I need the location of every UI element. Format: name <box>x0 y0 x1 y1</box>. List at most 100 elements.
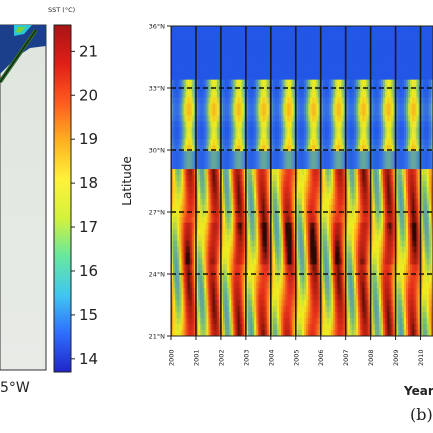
heatmap-cell <box>241 73 245 81</box>
heatmap-cell <box>227 67 230 75</box>
heatmap-cell <box>410 61 413 69</box>
heatmap-cell <box>198 216 201 224</box>
heatmap-cell <box>266 222 270 230</box>
heatmap-cell <box>308 210 311 218</box>
heatmap-cell <box>374 240 378 248</box>
heatmap-cell <box>235 234 239 242</box>
heatmap-cell <box>426 163 430 170</box>
heatmap-cell <box>381 79 384 87</box>
heatmap-cell <box>208 145 212 152</box>
heatmap-cell <box>245 43 249 51</box>
heatmap-cell <box>430 139 433 146</box>
heatmap-cell <box>175 133 178 140</box>
heatmap-cell <box>266 133 270 140</box>
heatmap-cell <box>175 97 178 105</box>
heatmap-cell <box>372 210 376 218</box>
heatmap-cell <box>206 258 210 266</box>
heatmap-cell <box>200 163 203 170</box>
heatmap-cell <box>304 198 307 206</box>
heatmap-cell <box>245 115 249 122</box>
heatmap-cell <box>304 121 307 128</box>
heatmap-cell <box>173 43 176 51</box>
heatmap-cell <box>358 121 361 128</box>
heatmap-cell <box>277 181 280 188</box>
heatmap-cell <box>420 222 424 230</box>
heatmap-cell <box>403 139 407 146</box>
heatmap-cell <box>247 97 251 105</box>
heatmap-cell <box>231 204 234 212</box>
heatmap-cell <box>175 157 178 164</box>
heatmap-cell <box>364 85 368 93</box>
heatmap-cell <box>264 73 268 81</box>
heatmap-cell <box>250 55 253 63</box>
heatmap-cell <box>405 240 409 248</box>
heatmap-cell <box>208 234 212 242</box>
heatmap-cell <box>412 186 415 194</box>
heatmap-cell <box>322 192 326 200</box>
heatmap-cell <box>264 145 268 152</box>
heatmap-cell <box>279 61 282 69</box>
heatmap-cell <box>285 49 289 57</box>
heatmap-cell <box>208 133 212 140</box>
heatmap-cell <box>231 169 234 176</box>
heatmap-cell <box>185 163 189 170</box>
heatmap-cell <box>179 204 182 212</box>
heatmap-cell <box>187 103 191 111</box>
heatmap-cell <box>216 43 220 51</box>
heatmap-cell <box>302 198 305 206</box>
heatmap-cell <box>202 109 205 117</box>
heatmap-cell <box>179 85 182 93</box>
heatmap-cell <box>304 37 307 45</box>
heatmap-cell <box>183 210 187 218</box>
heatmap-cell <box>399 109 403 117</box>
heatmap-cell <box>297 252 301 260</box>
heatmap-cell <box>185 258 189 266</box>
heatmap-cell <box>279 97 282 105</box>
heatmap-cell <box>405 252 409 260</box>
heatmap-cell <box>401 85 405 93</box>
heatmap-cell <box>281 240 284 248</box>
heatmap-cell <box>254 79 257 87</box>
heatmap-cell <box>362 157 365 164</box>
heatmap-cell <box>237 252 241 260</box>
heatmap-cell <box>304 85 307 93</box>
heatmap-cell <box>414 67 417 75</box>
heatmap-cell <box>220 216 224 224</box>
heatmap-cell <box>183 121 187 128</box>
heatmap-cell <box>314 186 318 194</box>
heatmap-cell <box>283 127 286 134</box>
heatmap-cell <box>281 55 284 63</box>
heatmap-cell <box>366 234 370 242</box>
heatmap-cell <box>360 67 363 75</box>
heatmap-cell <box>247 222 251 230</box>
heatmap-cell <box>405 181 409 188</box>
heatmap-cell <box>376 61 380 69</box>
heatmap-cell <box>212 192 216 200</box>
heatmap-cell <box>383 127 386 134</box>
heatmap-cell <box>387 163 390 170</box>
heatmap-cell <box>285 252 289 260</box>
heatmap-cell <box>179 109 182 117</box>
heatmap-cell <box>279 31 282 39</box>
heatmap-cell <box>214 91 218 99</box>
heatmap-cell <box>345 169 349 176</box>
heatmap-cell <box>333 216 336 224</box>
heatmap-cell <box>258 43 262 51</box>
heatmap-cell <box>333 97 336 105</box>
heatmap-cell <box>403 79 407 87</box>
heatmap-cell <box>212 121 216 128</box>
heatmap-cell <box>212 258 216 266</box>
heatmap-cell <box>291 43 295 51</box>
heatmap-cell <box>254 133 257 140</box>
heatmap-cell <box>254 186 257 194</box>
heatmap-cell <box>264 258 268 266</box>
heatmap-cell <box>405 133 409 140</box>
heatmap-cell <box>247 258 251 266</box>
heatmap-cell <box>351 37 355 45</box>
heatmap-cell <box>256 127 259 134</box>
heatmap-cell <box>179 157 182 164</box>
heatmap-cell <box>299 234 303 242</box>
heatmap-cell <box>414 151 417 158</box>
heatmap-cell <box>206 204 210 212</box>
heatmap-cell <box>381 37 384 45</box>
